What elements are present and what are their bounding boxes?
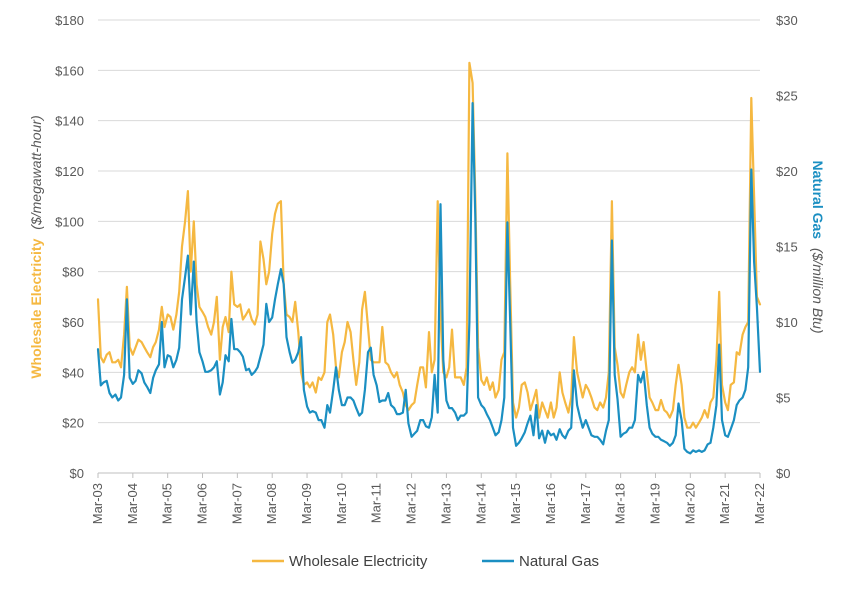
x-tick-label: Mar-14 [473,483,488,524]
left-tick-label: $180 [55,13,84,28]
left-tick-label: $20 [62,416,84,431]
left-tick-label: $100 [55,214,84,229]
legend: Wholesale Electricity Natural Gas [252,553,599,570]
right-tick-label: $25 [776,89,798,104]
legend-label-wholesale-electricity: Wholesale Electricity [289,553,428,570]
x-tick-label: Mar-07 [229,483,244,524]
right-tick-label: $15 [776,240,798,255]
series-line-wholesale-electricity [96,61,762,429]
right-tick-label: $30 [776,13,798,28]
left-tick-label: $140 [55,114,84,129]
x-tick-label: Mar-10 [334,483,349,524]
left-tick-label: $80 [62,265,84,280]
right-tick-label: $10 [776,315,798,330]
x-tick-label: Mar-20 [682,483,697,524]
right-tick-label: $20 [776,164,798,179]
x-tick-label: Mar-15 [508,483,523,524]
x-tick-label: Mar-04 [125,483,140,524]
left-axis-ticks: $0 $20 $40 $60 $80 $100 $120 $140 $160 $180 [55,13,84,481]
x-tick-label: Mar-13 [438,483,453,524]
x-tick-label: Mar-19 [647,483,662,524]
left-tick-label: $40 [62,365,84,380]
left-axis-title: Wholesale Electricity ($/megawatt-hour) [28,115,44,378]
right-axis-ticks: $0 $5 $10 $15 $20 $25 $30 [776,13,798,481]
x-tick-label: Mar-18 [613,483,628,524]
x-tick-label: Mar-08 [264,483,279,524]
x-tick-label: Mar-22 [752,483,767,524]
legend-label-natural-gas: Natural Gas [519,553,599,570]
left-tick-label: $60 [62,315,84,330]
series-lines [96,61,762,455]
right-tick-label: $5 [776,391,790,406]
x-tick-label: Mar-12 [404,483,419,524]
x-tick-label: Mar-21 [717,483,732,524]
x-tick-label: Mar-06 [195,483,210,524]
left-axis-title-main: Wholesale Electricity [28,238,44,378]
right-axis-title-main: Natural Gas [810,160,826,239]
x-tick-label: Mar-05 [160,483,175,524]
right-axis-title-unit: ($/million Btu) [810,248,826,334]
x-tick-label: Mar-03 [90,483,105,524]
series-line-natural-gas [96,101,762,455]
x-tick-label: Mar-11 [369,483,384,523]
right-axis-title: Natural Gas ($/million Btu) [810,160,826,333]
left-axis-title-unit: ($/megawatt-hour) [28,115,44,229]
left-tick-label: $160 [55,63,84,78]
left-tick-label: $120 [55,164,84,179]
x-axis-ticks: Mar-03 Mar-04 Mar-05 Mar-06 Mar-07 Mar-08 Mar-… [90,473,767,524]
x-tick-label: Mar-16 [543,483,558,524]
x-tick-label: Mar-09 [299,483,314,524]
left-tick-label: $0 [70,466,84,481]
x-tick-label: Mar-17 [578,483,593,524]
right-tick-label: $0 [776,466,790,481]
